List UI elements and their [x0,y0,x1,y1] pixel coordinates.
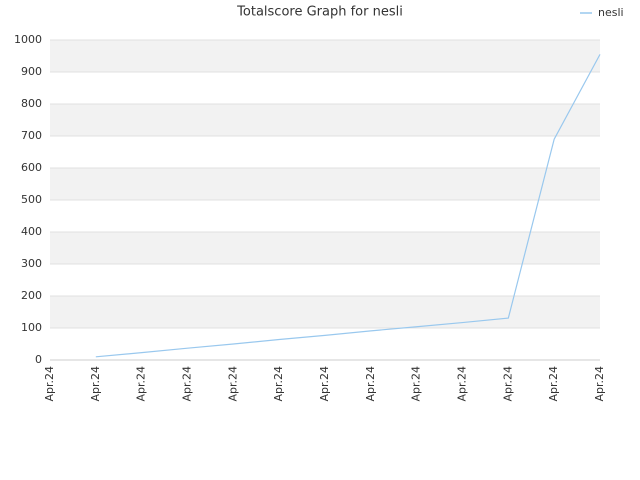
x-tick-label: Apr.24 [501,366,514,402]
x-tick-label: Apr.24 [364,366,377,402]
y-tick-label: 600 [21,161,42,174]
x-tick-label: Apr.24 [593,366,606,402]
y-tick-label: 500 [21,193,42,206]
x-tick-label: Apr.24 [89,366,102,402]
y-tick-label: 100 [21,321,42,334]
grid-band [50,232,600,264]
x-tick-label: Apr.24 [456,366,469,402]
x-tick-label: Apr.24 [547,366,560,402]
x-tick-label: Apr.24 [181,366,194,402]
grid-band [50,296,600,328]
x-tick-label: Apr.24 [410,366,423,402]
x-tick-label: Apr.24 [272,366,285,402]
y-tick-label: 800 [21,97,42,110]
legend-label: nesli [598,6,624,19]
grid-band [50,104,600,136]
line-series [95,54,601,358]
x-tick-label: Apr.24 [318,366,331,402]
grid-band [50,40,600,72]
y-tick-label: 300 [21,257,42,270]
y-tick-label: 1000 [14,33,42,46]
grid-band [50,168,600,200]
y-tick-label: 900 [21,65,42,78]
y-tick-label: 0 [35,353,42,366]
y-tick-label: 700 [21,129,42,142]
y-tick-label: 400 [21,225,42,238]
x-tick-label: Apr.24 [43,366,56,402]
x-tick-label: Apr.24 [226,366,239,402]
x-tick-label: Apr.24 [135,366,148,402]
chart-title: Totalscore Graph for nesli [236,5,403,20]
y-tick-label: 200 [21,289,42,302]
